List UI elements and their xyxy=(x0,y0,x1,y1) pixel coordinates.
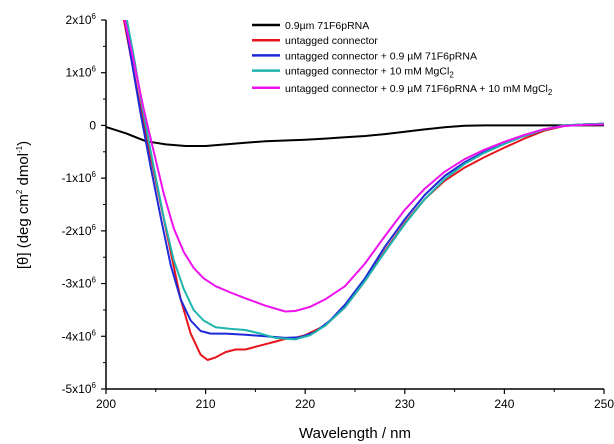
x-tick-label: 210 xyxy=(196,397,216,411)
x-axis-title: Wavelength / nm xyxy=(299,425,411,442)
x-tick-label: 200 xyxy=(96,397,116,411)
y-tick-label: 2x106 xyxy=(66,12,97,27)
y-tick-label: 1x106 xyxy=(66,65,97,80)
legend-label-4: untagged connector + 10 mM MgCl2 xyxy=(285,66,454,80)
y-axis-title-sup2: -1 xyxy=(15,145,24,153)
legend-label-5: untagged connector + 0.9 µM 71F6pRNA + 1… xyxy=(285,83,553,97)
y-tick-label: -3x106 xyxy=(62,276,97,291)
series-layer xyxy=(106,20,604,361)
x-tick-label: 240 xyxy=(494,397,514,411)
y-tick-label: 0 xyxy=(89,118,96,132)
ticks-layer: 200 210 220 230 240 250 2x106 1x106 0 -1x106 -2x10… xyxy=(62,12,614,411)
legend-label-3: untagged connector + 0.9 µM 71F6pRNA xyxy=(285,50,477,62)
y-axis-title: [θ] (deg cm2 dmol-1) xyxy=(15,141,32,269)
x-tick-label: 250 xyxy=(594,397,614,411)
series-line-5 xyxy=(123,20,604,313)
y-axis-title-base: [θ] (deg cm xyxy=(15,194,32,269)
y-axis-title-sup1: 2 xyxy=(15,189,24,194)
y-axis-title-mid: dmol xyxy=(15,153,32,190)
y-tick-label: -5x106 xyxy=(62,381,97,396)
x-tick-label: 230 xyxy=(395,397,415,411)
y-axis-title-end: ) xyxy=(15,141,32,146)
y-tick-label: -2x106 xyxy=(62,223,97,238)
y-tick-label: -1x106 xyxy=(62,170,97,185)
legend-label-2: untagged connector xyxy=(285,35,378,47)
series-line-1 xyxy=(106,124,604,147)
legend-label-1: 0.9µm 71F6pRNA xyxy=(285,20,369,32)
x-tick-label: 220 xyxy=(295,397,315,411)
series-line-4 xyxy=(125,20,604,341)
legend: 0.9µm 71F6pRNA untagged connector untagged… xyxy=(252,20,553,97)
y-tick-label: -4x106 xyxy=(62,328,97,343)
